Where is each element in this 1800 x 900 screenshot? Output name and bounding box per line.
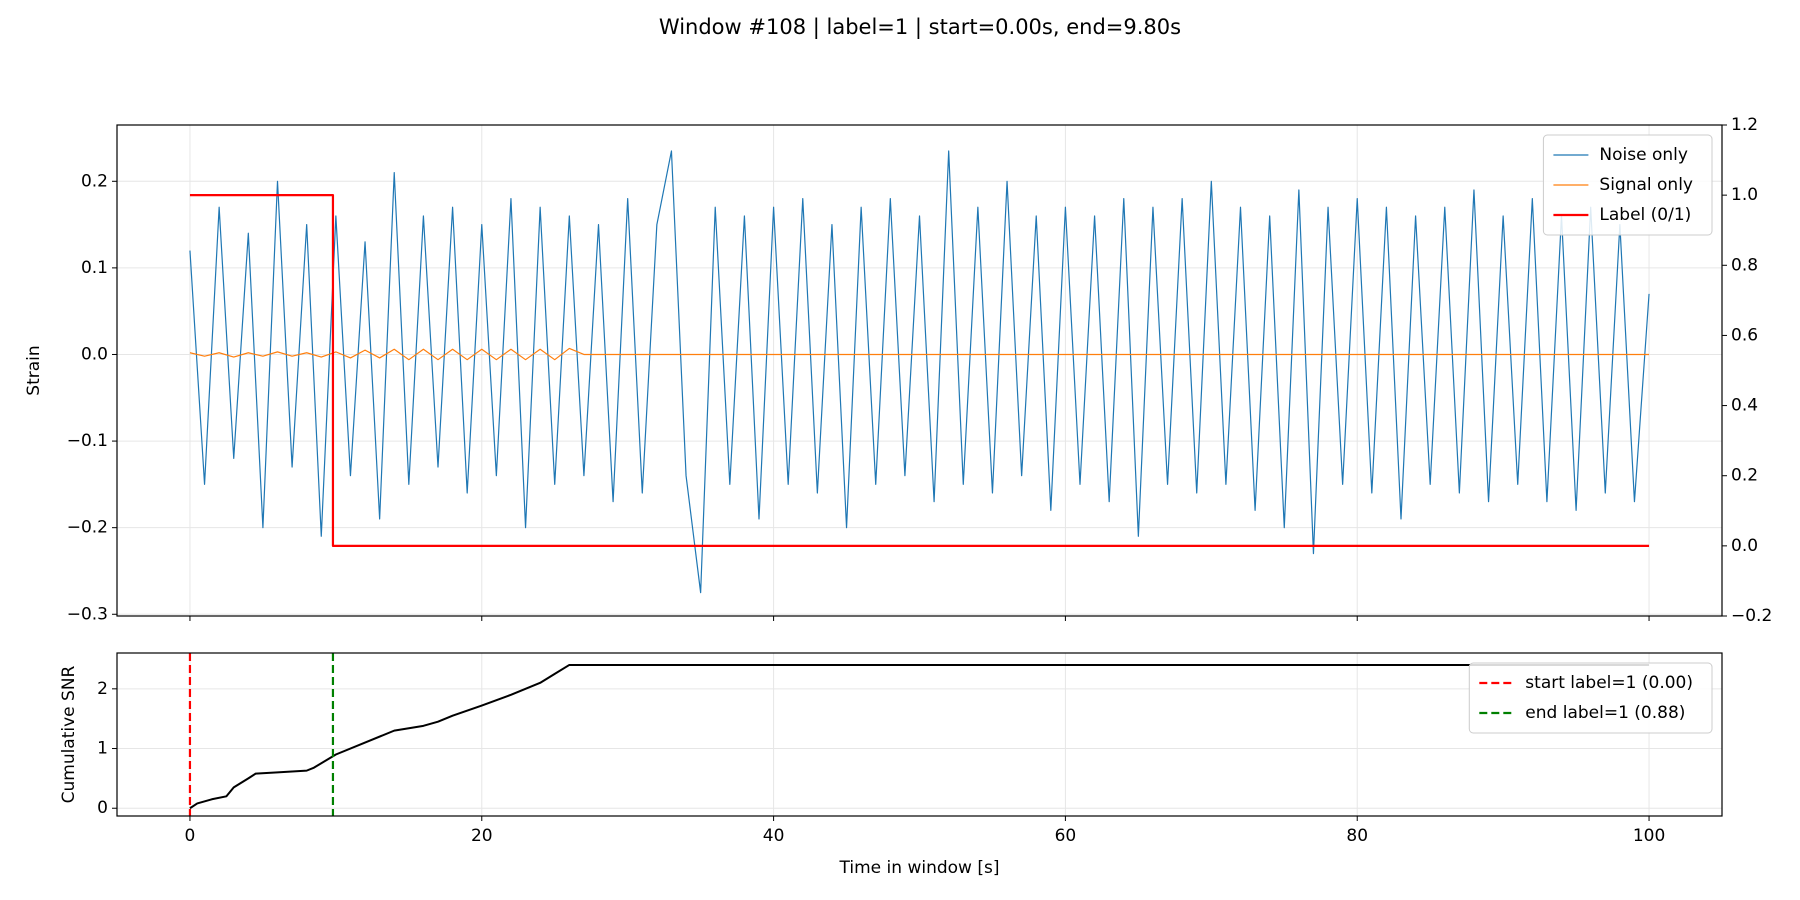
legend-label: start label=1 (0.00) xyxy=(1525,673,1693,693)
x-tick-label: 100 xyxy=(1633,826,1665,846)
y-tick-label: 0.1 xyxy=(81,258,108,278)
data-line xyxy=(189,347,1650,361)
axes-frame xyxy=(116,652,1723,817)
x-tick-label: 40 xyxy=(763,826,785,846)
y2-tick-label: −0.2 xyxy=(1731,606,1772,626)
y2-tick-label: 1.2 xyxy=(1731,115,1758,135)
legend: Noise only Signal only Label (0/1) xyxy=(1542,134,1713,236)
y2-tick-label: 0.6 xyxy=(1731,325,1758,345)
y-tick-label: 1 xyxy=(97,739,108,759)
y2-tick-label: 0.8 xyxy=(1731,255,1758,275)
legend-label: Label (0/1) xyxy=(1599,205,1691,225)
y-tick-label: −0.1 xyxy=(67,431,108,451)
x-tick-label: 0 xyxy=(185,826,196,846)
legend-label: end label=1 (0.88) xyxy=(1525,703,1685,723)
legend-box xyxy=(1468,662,1713,734)
y2-tick-label: 0.2 xyxy=(1731,466,1758,486)
legend-label: Noise only xyxy=(1599,145,1688,165)
figure-title: Window #108 | label=1 | start=0.00s, end… xyxy=(659,15,1181,40)
y-axis-label: Cumulative SNR xyxy=(59,665,79,803)
data-line xyxy=(189,150,1650,594)
y-tick-label: −0.3 xyxy=(67,604,108,624)
y-tick-label: 0 xyxy=(97,798,108,818)
x-tick-label: 80 xyxy=(1346,826,1368,846)
legend-label: Signal only xyxy=(1599,175,1693,195)
legend-box xyxy=(1542,134,1713,236)
y-axis-label: Strain xyxy=(24,345,44,395)
y-tick-label: 0.2 xyxy=(81,171,108,191)
x-tick-label: 60 xyxy=(1055,826,1077,846)
y-tick-label: −0.2 xyxy=(67,518,108,538)
data-line xyxy=(189,194,1650,547)
y2-tick-label: 1.0 xyxy=(1731,185,1758,205)
plot-area xyxy=(189,150,1650,594)
plot-area xyxy=(188,653,1650,816)
x-tick-label: 20 xyxy=(471,826,493,846)
legend: start label=1 (0.00) end label=1 (0.88) xyxy=(1468,662,1713,734)
data-line xyxy=(189,663,1650,810)
y2-tick-label: 0.4 xyxy=(1731,396,1758,416)
y2-tick-label: 0.0 xyxy=(1731,536,1758,556)
y-tick-label: 0.0 xyxy=(81,344,108,364)
y-tick-label: 2 xyxy=(97,679,108,699)
axes-frame xyxy=(116,124,1723,617)
x-axis-label: Time in window [s] xyxy=(839,858,1000,878)
